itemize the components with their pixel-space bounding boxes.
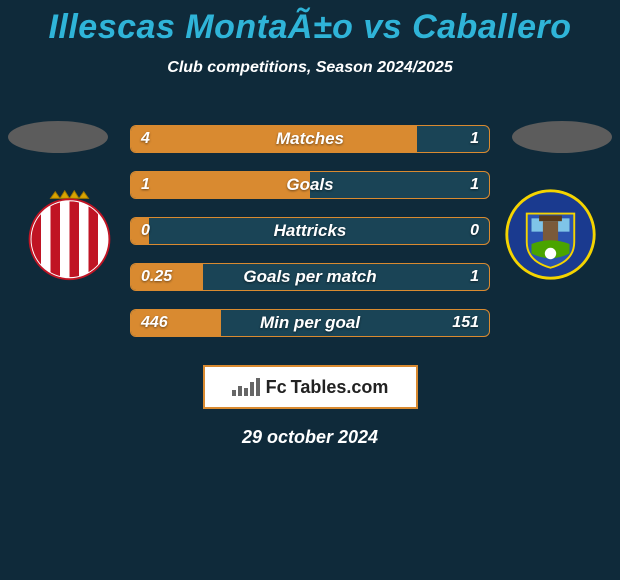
left-team-crest — [22, 187, 117, 282]
stat-right-value: 1 — [470, 264, 479, 290]
stat-row: 0.25Goals per match1 — [130, 263, 490, 291]
right-team-crest — [503, 187, 598, 282]
crest-left-icon — [22, 187, 117, 282]
comparison-subtitle: Club competitions, Season 2024/2025 — [0, 59, 620, 77]
stat-row: 1Goals1 — [130, 171, 490, 199]
left-team-ellipse — [8, 121, 108, 153]
date-label: 29 october 2024 — [0, 427, 620, 448]
comparison-card: Illescas MontaÃ±o vs Caballero Club comp… — [0, 0, 620, 580]
stat-label: Goals per match — [131, 264, 489, 290]
stats-area: 4Matches11Goals10Hattricks00.25Goals per… — [0, 107, 620, 347]
stat-label: Matches — [131, 126, 489, 152]
stat-right-value: 0 — [470, 218, 479, 244]
stat-row: 446Min per goal151 — [130, 309, 490, 337]
stat-right-value: 1 — [470, 172, 479, 198]
right-team-ellipse — [512, 121, 612, 153]
brand-text-prefix: Fc — [266, 377, 287, 398]
stat-label: Hattricks — [131, 218, 489, 244]
brand-text-suffix: Tables.com — [291, 377, 389, 398]
stat-bars: 4Matches11Goals10Hattricks00.25Goals per… — [130, 125, 490, 355]
stat-row: 0Hattricks0 — [130, 217, 490, 245]
comparison-title: Illescas MontaÃ±o vs Caballero — [0, 0, 620, 47]
stat-label: Min per goal — [131, 310, 489, 336]
stat-right-value: 151 — [452, 310, 479, 336]
stat-label: Goals — [131, 172, 489, 198]
stat-row: 4Matches1 — [130, 125, 490, 153]
brand-box: FcTables.com — [203, 365, 418, 409]
crest-right-icon — [503, 187, 598, 282]
brand-chart-icon — [232, 378, 260, 396]
stat-right-value: 1 — [470, 126, 479, 152]
